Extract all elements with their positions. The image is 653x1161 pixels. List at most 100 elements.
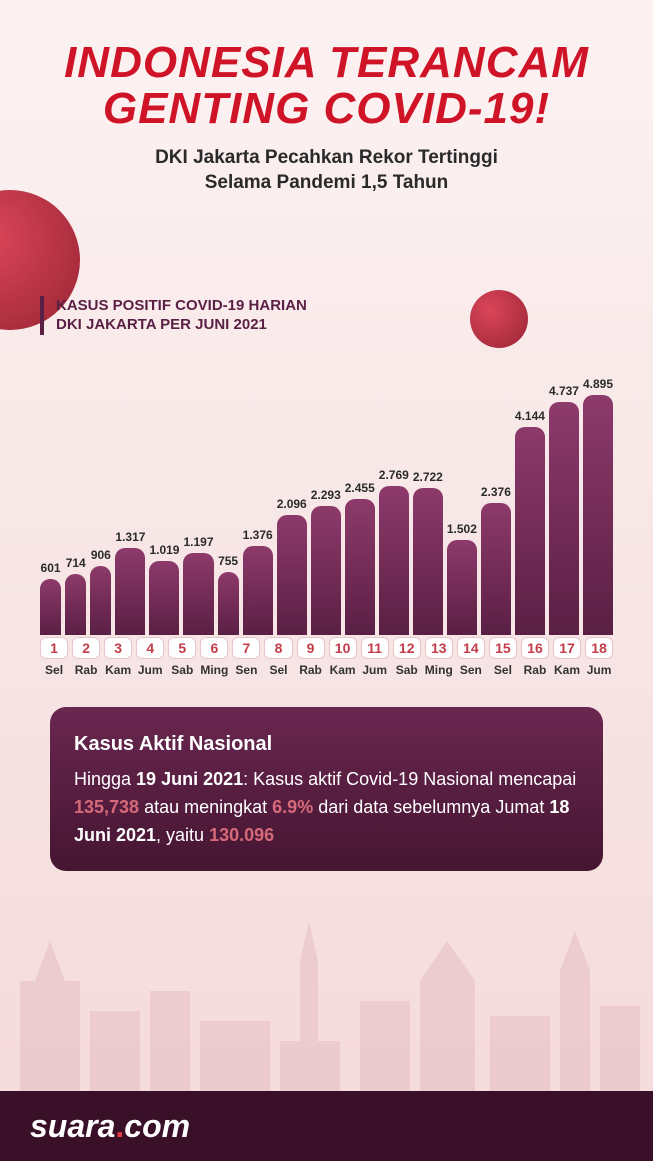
bar	[413, 488, 443, 635]
bar-value-label: 906	[91, 548, 111, 562]
tick-date: 6	[200, 637, 228, 659]
bar-column: 714	[65, 556, 86, 635]
tick-day: Sab	[168, 663, 196, 677]
tick-day: Jum	[136, 663, 164, 677]
tick-date: 8	[264, 637, 292, 659]
bar	[149, 561, 179, 635]
x-axis-tick: 18 Jum	[585, 637, 613, 677]
x-axis-tick: 3 Kam	[104, 637, 132, 677]
x-axis-tick: 4 Jum	[136, 637, 164, 677]
bar-column: 2.376	[481, 485, 511, 635]
tick-day: Sel	[489, 663, 517, 677]
bar-column: 1.376	[243, 528, 273, 635]
footer-logo: suara.com	[30, 1108, 190, 1145]
tick-date: 2	[72, 637, 100, 659]
bar-value-label: 2.293	[311, 488, 341, 502]
bar	[90, 566, 111, 635]
chart-bars: 6017149061.3171.0191.1977551.3762.0962.2…	[40, 355, 613, 635]
bar	[379, 486, 409, 635]
bar	[447, 540, 477, 634]
footer-brand: suara	[30, 1108, 115, 1144]
bar	[218, 572, 239, 634]
bar-value-label: 1.019	[149, 543, 179, 557]
page-subhead: DKI Jakarta Pecahkan Rekor TertinggiSela…	[40, 146, 613, 195]
bar-column: 2.096	[277, 497, 307, 635]
bar-value-label: 714	[66, 556, 86, 570]
x-axis-tick: 2 Rab	[72, 637, 100, 677]
x-axis-tick: 5 Sab	[168, 637, 196, 677]
tick-day: Sen	[232, 663, 260, 677]
bar	[345, 499, 375, 634]
bar-column: 2.293	[311, 488, 341, 634]
x-axis-tick: 11Jum	[361, 637, 389, 677]
chart-title: KASUS POSITIF COVID-19 HARIANDKI JAKARTA…	[40, 296, 613, 335]
tick-day: Sel	[40, 663, 68, 677]
bar-column: 1.317	[115, 530, 145, 635]
tick-day: Sab	[393, 663, 421, 677]
tick-date: 12	[393, 637, 421, 659]
tick-day: Ming	[425, 663, 453, 677]
bar-value-label: 2.096	[277, 497, 307, 511]
skyline-illustration	[0, 921, 653, 1091]
bar-value-label: 4.895	[583, 377, 613, 391]
x-axis-tick: 1Sel	[40, 637, 68, 677]
tick-date: 4	[136, 637, 164, 659]
x-axis-tick: 7 Sen	[232, 637, 260, 677]
x-axis-tick: 12 Sab	[393, 637, 421, 677]
bar	[311, 506, 341, 634]
bar-column: 4.144	[515, 409, 545, 635]
national-cases-callout: Kasus Aktif Nasional Hingga 19 Juni 2021…	[50, 707, 603, 872]
footer-suffix: com	[124, 1108, 190, 1144]
bar-value-label: 1.502	[447, 522, 477, 536]
x-axis-tick: 13Ming	[425, 637, 453, 677]
x-axis-tick: 9 Rab	[297, 637, 325, 677]
callout-title: Kasus Aktif Nasional	[74, 729, 579, 760]
tick-date: 11	[361, 637, 389, 659]
tick-day: Sen	[457, 663, 485, 677]
footer: suara.com	[0, 1091, 653, 1161]
bar-column: 2.722	[413, 470, 443, 635]
tick-date: 16	[521, 637, 549, 659]
chart-x-axis: 1Sel2 Rab 3 Kam 4 Jum 5 Sab 6 Ming 7 Sen 8 Sel 9 Rab 10K…	[40, 637, 613, 677]
callout-body: Hingga 19 Juni 2021: Kasus aktif Covid-1…	[74, 766, 579, 850]
tick-date: 7	[232, 637, 260, 659]
bar	[481, 503, 511, 635]
tick-date: 18	[585, 637, 613, 659]
x-axis-tick: 10Kam	[329, 637, 357, 677]
bar-value-label: 1.317	[115, 530, 145, 544]
footer-dot: .	[115, 1108, 124, 1144]
bar	[583, 395, 613, 635]
bar	[515, 427, 545, 635]
bar	[549, 402, 579, 635]
daily-cases-chart: KASUS POSITIF COVID-19 HARIANDKI JAKARTA…	[40, 296, 613, 677]
bar	[65, 574, 86, 635]
bar-column: 1.502	[447, 522, 477, 634]
tick-date: 14	[457, 637, 485, 659]
bar	[40, 579, 61, 635]
tick-day: Jum	[585, 663, 613, 677]
bar	[183, 553, 213, 634]
tick-day: Rab	[521, 663, 549, 677]
tick-day: Ming	[200, 663, 228, 677]
bar-column: 755	[218, 554, 239, 634]
bar-value-label: 601	[41, 561, 61, 575]
tick-date: 3	[104, 637, 132, 659]
x-axis-tick: 17Kam	[553, 637, 581, 677]
headline-line-1: INDONESIA TERANCAM	[40, 40, 613, 86]
tick-date: 9	[297, 637, 325, 659]
bar-column: 601	[40, 561, 61, 635]
bar-column: 906	[90, 548, 111, 635]
tick-day: Kam	[104, 663, 132, 677]
tick-day: Rab	[297, 663, 325, 677]
x-axis-tick: 14 Sen	[457, 637, 485, 677]
tick-date: 17	[553, 637, 581, 659]
tick-day: Sel	[264, 663, 292, 677]
tick-date: 15	[489, 637, 517, 659]
headline-line-2: GENTING COVID-19!	[40, 86, 613, 132]
bar	[277, 515, 307, 635]
tick-day: Rab	[72, 663, 100, 677]
tick-date: 5	[168, 637, 196, 659]
bar	[243, 546, 273, 635]
bar-value-label: 2.455	[345, 481, 375, 495]
bar-value-label: 2.376	[481, 485, 511, 499]
